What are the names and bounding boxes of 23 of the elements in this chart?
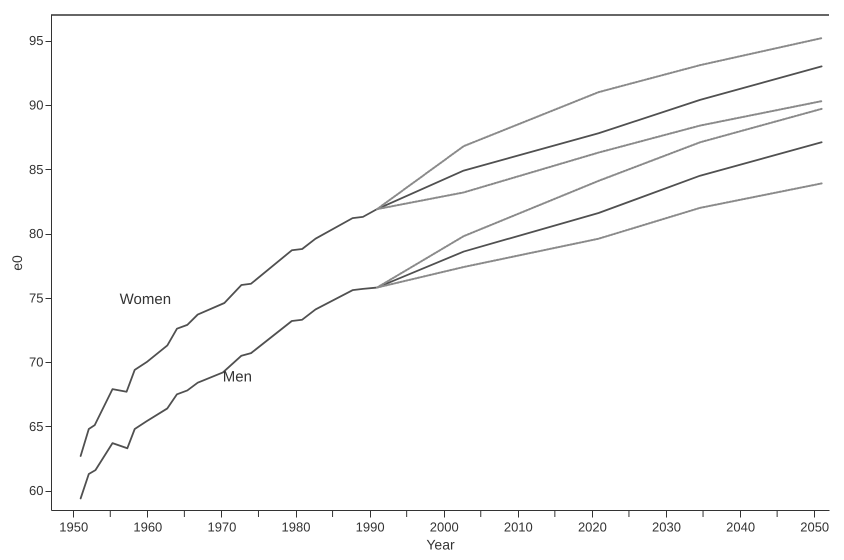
- y-tick-label: 65: [29, 418, 44, 434]
- series-label: Women: [120, 290, 172, 308]
- x-tick-label: 1990: [356, 520, 385, 534]
- x-tick-label: 1980: [282, 520, 310, 534]
- x-tick-label: 1950: [59, 520, 88, 534]
- y-tick-label: 80: [29, 226, 44, 242]
- x-tick-label: 1960: [133, 520, 162, 534]
- x-tick-label: 2040: [726, 520, 756, 534]
- x-tick-label: 2020: [578, 520, 607, 534]
- x-tick-label: 1970: [207, 520, 236, 534]
- y-tick-label: 60: [29, 483, 44, 498]
- y-tick-label: 90: [29, 98, 44, 112]
- series-label: Men: [222, 368, 252, 386]
- x-tick-label: 2010: [504, 520, 533, 534]
- y-tick-label: 75: [29, 290, 44, 306]
- y-tick-label: 95: [29, 33, 44, 48]
- x-tick-label: 2050: [800, 520, 830, 534]
- x-tick-label: 2030: [652, 520, 681, 534]
- x-tick-label: 2000: [430, 520, 459, 534]
- x-axis-title: Year: [426, 536, 455, 552]
- y-tick-label: 85: [29, 162, 44, 177]
- y-axis-title: e0: [9, 255, 26, 271]
- y-tick-label: 70: [29, 354, 44, 370]
